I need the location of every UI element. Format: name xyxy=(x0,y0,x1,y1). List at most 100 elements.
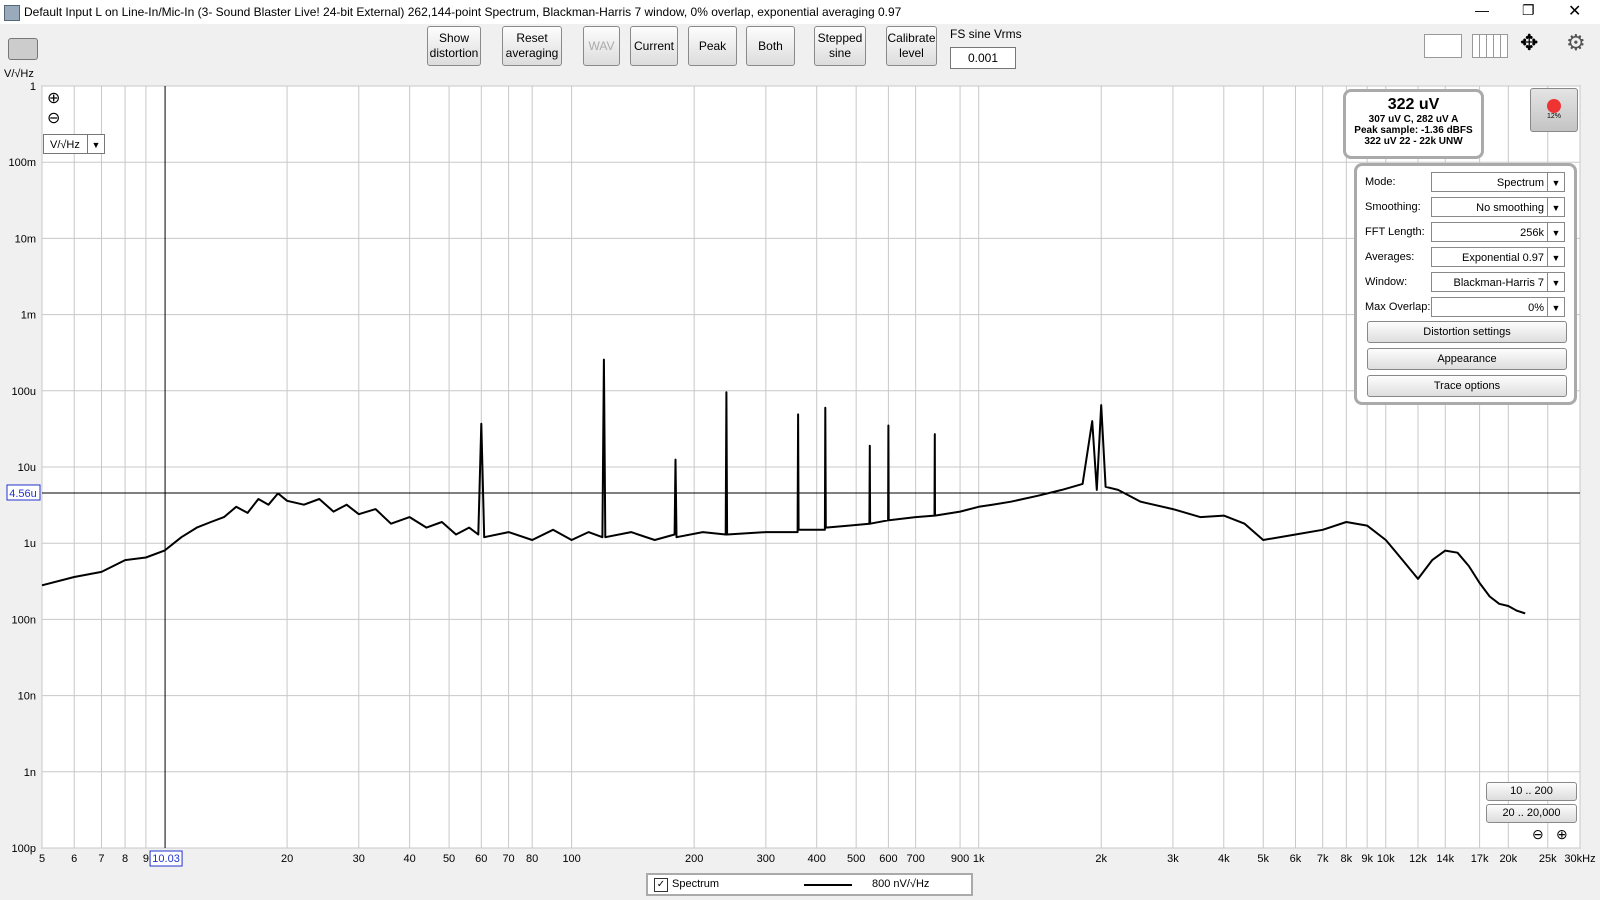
minimize[interactable]: — xyxy=(1475,2,1489,18)
x-tick-label: 70 xyxy=(502,853,514,865)
zoom-out-y[interactable]: ⊖ xyxy=(47,110,61,127)
camera-icon[interactable] xyxy=(8,38,38,60)
zoom-out-x[interactable]: ⊖ xyxy=(1532,826,1544,842)
level-main: 322 uV xyxy=(1387,96,1440,113)
unit-select-text: V/√Hz xyxy=(50,139,80,151)
x-tick-label: 60 xyxy=(475,853,487,865)
panel-button[interactable]: Distortion settings xyxy=(1367,321,1567,343)
close[interactable]: ✕ xyxy=(1568,3,1582,20)
x-tick-label: 2k xyxy=(1095,853,1107,865)
settings-icon[interactable]: ⚙ xyxy=(1566,30,1586,55)
maximize[interactable]: ❐ xyxy=(1522,2,1535,18)
toolbar-button[interactable]: Both xyxy=(746,26,795,66)
toolbar-button[interactable]: Show distortion xyxy=(427,26,481,66)
y-tick-label: 1n xyxy=(24,767,36,779)
setting-label: Mode: xyxy=(1365,176,1396,188)
toolbar-button[interactable]: Reset averaging xyxy=(502,26,562,66)
move-icon[interactable]: ✥ xyxy=(1520,30,1539,55)
x-tick-label: 100 xyxy=(562,853,580,865)
level-peak: Peak sample: -1.36 dBFS xyxy=(1354,125,1473,136)
panel-button[interactable]: Appearance xyxy=(1367,348,1567,370)
zoom-preset[interactable]: 20 .. 20,000 xyxy=(1486,804,1577,823)
setting-select[interactable]: No smoothing ▼ xyxy=(1431,197,1565,217)
button-text: Current xyxy=(633,38,674,53)
toolbar-button[interactable]: Peak xyxy=(688,26,737,66)
toolbar-button[interactable]: WAV xyxy=(583,26,620,66)
x-tick-label: 12k xyxy=(1409,853,1427,865)
setting-value: Exponential 0.97 xyxy=(1462,252,1544,264)
setting-label: Max Overlap: xyxy=(1365,301,1431,313)
spectrum-trace xyxy=(41,358,1526,615)
record-button[interactable]: 12% xyxy=(1530,88,1578,132)
x-tick-label: 400 xyxy=(808,853,826,865)
x-tick-label: 5k xyxy=(1257,853,1269,865)
setting-select[interactable]: Blackman-Harris 7 ▼ xyxy=(1431,272,1565,292)
setting-select[interactable]: Exponential 0.97 ▼ xyxy=(1431,247,1565,267)
setting-value: 256k xyxy=(1520,227,1544,239)
x-tick-label: 600 xyxy=(879,853,897,865)
x-tick-label: 4k xyxy=(1218,853,1230,865)
setting-label: Averages: xyxy=(1365,251,1415,263)
x-tick-label: 7 xyxy=(98,853,104,865)
setting-select[interactable]: 0% ▼ xyxy=(1431,297,1565,317)
setting-value: 0% xyxy=(1528,302,1544,314)
title-bar: Default Input L on Line-In/Mic-In (3- So… xyxy=(0,0,1600,24)
setting-select[interactable]: Spectrum ▼ xyxy=(1431,172,1565,192)
columns-icon[interactable] xyxy=(1472,34,1508,58)
dropdown-arrow: ▼ xyxy=(1547,198,1564,216)
window-title: Default Input L on Line-In/Mic-In (3- So… xyxy=(24,5,902,19)
dropdown-arrow: ▼ xyxy=(1547,273,1564,291)
button-text: sine xyxy=(828,46,851,60)
setting-label: FFT Length: xyxy=(1365,226,1425,238)
legend-checkbox[interactable]: ✓ xyxy=(654,878,668,892)
x-tick-label: 8 xyxy=(122,853,128,865)
toolbar-button[interactable]: Stepped sine xyxy=(814,26,866,66)
panel-button[interactable]: Trace options xyxy=(1367,375,1567,397)
x-tick-label: 7k xyxy=(1317,853,1329,865)
x-tick-label: 10k xyxy=(1377,853,1395,865)
setting-value: No smoothing xyxy=(1476,202,1544,214)
zoom-in-y[interactable]: ⊕ xyxy=(47,90,61,107)
cursor-x-box xyxy=(149,850,183,867)
x-tick-label: 6k xyxy=(1290,853,1302,865)
toolbar: FS sine Vrms 0.001 ✥ ⚙ Show distortion Res… xyxy=(0,24,1600,84)
legend-name: Spectrum xyxy=(672,878,720,890)
x-tick-label: 900 xyxy=(951,853,969,865)
button-text: WAV xyxy=(588,38,615,53)
button-text: Reset xyxy=(516,31,548,45)
setting-select[interactable]: 256k ▼ xyxy=(1431,222,1565,242)
button-text: averaging xyxy=(505,46,559,60)
y-tick-label: 100p xyxy=(12,843,36,855)
button-text: Stepped xyxy=(817,31,863,45)
toolbar-button[interactable]: Calibrate level xyxy=(886,26,937,66)
layout-icon[interactable] xyxy=(1424,34,1462,58)
zoom-in-x[interactable]: ⊕ xyxy=(1556,826,1568,842)
dropdown-arrow: ▼ xyxy=(1547,223,1564,241)
zoom-preset[interactable]: 10 .. 200 xyxy=(1486,782,1577,801)
x-tick-label: 9 xyxy=(143,853,149,865)
level-band: 322 uV 22 - 22k UNW xyxy=(1364,136,1463,147)
x-tick-label: 30kHz xyxy=(1564,853,1595,865)
toolbar-button[interactable]: Current xyxy=(630,26,678,66)
button-text: Calibrate xyxy=(887,31,936,45)
y-tick-label: 100m xyxy=(8,157,36,169)
setting-value: Spectrum xyxy=(1496,177,1544,189)
x-tick-label: 20 xyxy=(281,853,293,865)
unit-select[interactable]: V/√Hz ▼ xyxy=(43,134,105,154)
y-tick-label: 10n xyxy=(18,691,36,703)
fs-input[interactable]: 0.001 xyxy=(950,47,1016,69)
x-tick-label: 80 xyxy=(526,853,538,865)
x-tick-label: 30 xyxy=(353,853,365,865)
cursor-x-label: 10.03 xyxy=(152,853,180,865)
app-icon xyxy=(4,5,20,21)
x-tick-label: 20k xyxy=(1499,853,1517,865)
x-tick-label: 50 xyxy=(443,853,455,865)
dropdown-arrow: ▼ xyxy=(1547,173,1564,191)
y-tick-label: 10m xyxy=(15,233,36,245)
level-weighted: 307 uV C, 282 uV A xyxy=(1368,114,1459,125)
x-tick-label: 9k xyxy=(1361,853,1373,865)
setting-value: Blackman-Harris 7 xyxy=(1453,277,1544,289)
button-text: level xyxy=(899,46,924,60)
